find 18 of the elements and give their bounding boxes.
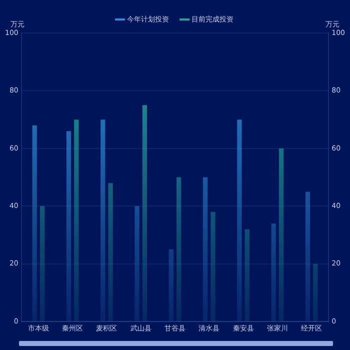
- bar: [202, 177, 208, 322]
- bar: [142, 105, 148, 322]
- bar: [32, 125, 37, 322]
- bar: [168, 249, 174, 322]
- bar: [210, 212, 216, 322]
- bar: [278, 148, 284, 322]
- bar: [176, 177, 182, 322]
- bar: [313, 264, 318, 322]
- bar: [100, 120, 106, 322]
- bar: [40, 206, 45, 322]
- bar: [244, 229, 250, 322]
- bar: [305, 192, 310, 322]
- bar: [74, 120, 79, 322]
- bar: [66, 131, 72, 322]
- bar: [108, 183, 113, 322]
- bar: [134, 206, 140, 322]
- bar: [237, 120, 242, 322]
- bar: [271, 223, 276, 322]
